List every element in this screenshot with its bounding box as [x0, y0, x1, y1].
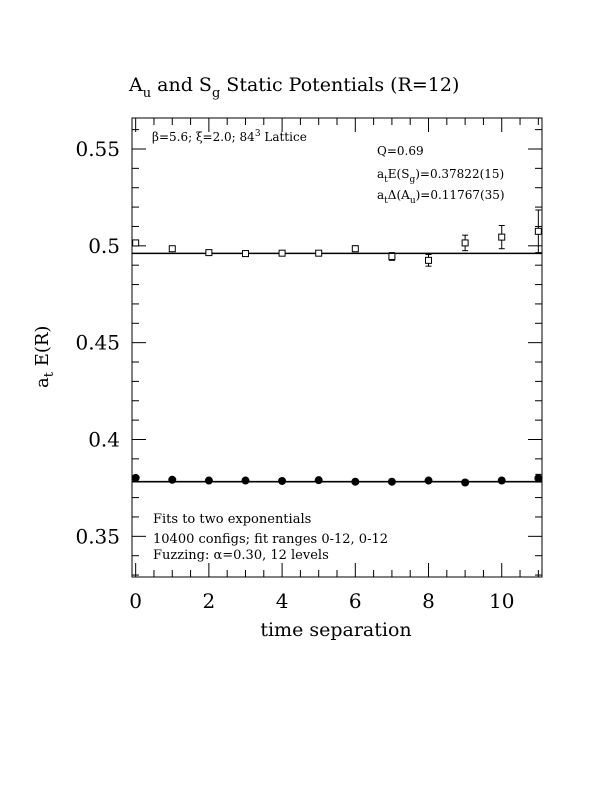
tick-labels: 0 2 4 6 8 10 0.35 0.4 0.45 0.5 0.55	[75, 137, 514, 613]
y-tick-label: 0.45	[75, 331, 120, 355]
data-point-square	[205, 249, 213, 257]
data-point-circle	[424, 476, 433, 485]
y-tick-label: 0.35	[75, 524, 120, 548]
x-tick-label: 10	[489, 589, 514, 613]
y-tick-label: 0.5	[88, 234, 120, 258]
data-point-square	[132, 239, 140, 247]
data-point-square	[278, 249, 286, 257]
data-point-circle	[497, 476, 506, 485]
x-tick-label: 8	[422, 589, 435, 613]
axis-ticks	[132, 118, 542, 577]
fuzzing-annotation: Fuzzing: α=0.30, 12 levels	[153, 548, 329, 563]
x-tick-label: 4	[276, 589, 289, 613]
data-point-circle	[387, 477, 396, 486]
lattice-annotation: β=5.6; ξ=2.0; 843 Lattice	[152, 129, 307, 144]
data-point-square	[534, 227, 542, 235]
q-annotation: Q=0.69	[377, 144, 424, 158]
plot-frame	[131, 117, 543, 578]
data-point-square	[315, 249, 323, 257]
data-point-square	[461, 239, 469, 247]
fits-annotation-line1: Fits to two exponentials	[153, 512, 311, 527]
data-point-square	[388, 252, 396, 260]
data-point-square	[241, 250, 249, 258]
fits-annotation-line2: 10400 configs; fit ranges 0-12, 0-12	[153, 532, 388, 547]
data-point-square	[168, 245, 176, 253]
data-point-circle	[351, 477, 360, 486]
data-point-circle	[314, 476, 323, 485]
da-annotation: atΔ(Au)=0.11767(35)	[377, 188, 505, 206]
data-point-circle	[461, 478, 470, 487]
data-point-circle	[534, 474, 543, 483]
y-tick-label: 0.4	[88, 427, 120, 451]
x-tick-label: 0	[129, 589, 142, 613]
x-axis-label: time separation	[260, 619, 411, 641]
data-point-circle	[278, 476, 287, 485]
data-point-circle	[131, 473, 140, 482]
y-tick-label: 0.55	[75, 137, 120, 161]
data-point-square	[351, 245, 359, 253]
x-tick-label: 6	[349, 589, 362, 613]
fit-lines	[132, 252, 542, 483]
data-point-circle	[241, 476, 250, 485]
data-point-circle	[204, 476, 213, 485]
y-axis-label: at E(R)	[32, 326, 57, 388]
es-annotation: atE(Sg)=0.37822(15)	[377, 167, 504, 185]
chart-title: Au and Sg Static Potentials (R=12)	[128, 74, 459, 101]
x-tick-label: 2	[203, 589, 216, 613]
data-point-square	[498, 233, 506, 241]
data-points	[131, 209, 543, 487]
data-point-square	[425, 256, 433, 264]
data-point-circle	[168, 475, 177, 484]
